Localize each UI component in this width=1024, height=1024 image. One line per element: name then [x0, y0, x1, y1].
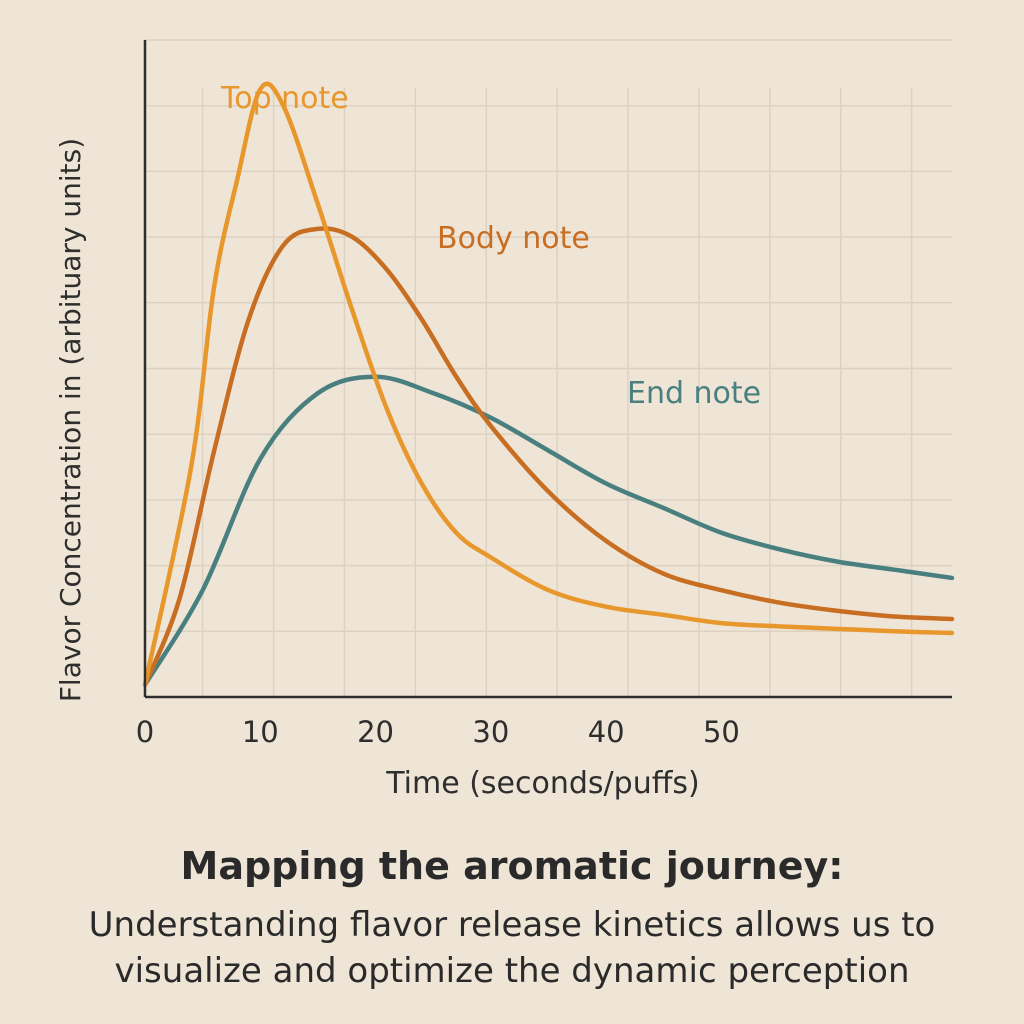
caption: Mapping the aromatic journey: Understand…: [0, 840, 1024, 994]
x-tick-label: 30: [472, 715, 509, 749]
series-label-end-note: End note: [627, 376, 761, 411]
chart-grid: [145, 39, 952, 697]
x-axis-label: Time (seconds/puffs): [385, 766, 699, 801]
caption-body: Understanding flavor release kinetics al…: [88, 905, 936, 991]
x-tick-label: 0: [136, 715, 154, 749]
x-tick-label: 10: [242, 715, 279, 749]
flavor-release-chart: 0 10 20 30 40 50 Top note Body note End note Ti…: [54, 39, 955, 801]
series-line-top-note: [142, 81, 955, 687]
y-axis-label: Flavor Concentration in (arbituary units…: [54, 138, 87, 702]
chart-series: [142, 81, 955, 687]
x-tick-label: 20: [357, 715, 394, 749]
series-line-body-note: [142, 226, 955, 687]
series-line-end-note: [142, 374, 955, 687]
x-tick-label: 50: [703, 715, 740, 749]
series-label-body-note: Body note: [437, 221, 590, 256]
x-tick-label: 40: [588, 715, 625, 749]
x-tick-labels: 0 10 20 30 40 50: [136, 715, 740, 749]
caption-title: Mapping the aromatic journey:: [180, 844, 844, 888]
series-labels: Top note Body note End note: [220, 81, 761, 411]
series-label-top-note: Top note: [220, 81, 349, 116]
chart-axes: [143, 40, 952, 699]
